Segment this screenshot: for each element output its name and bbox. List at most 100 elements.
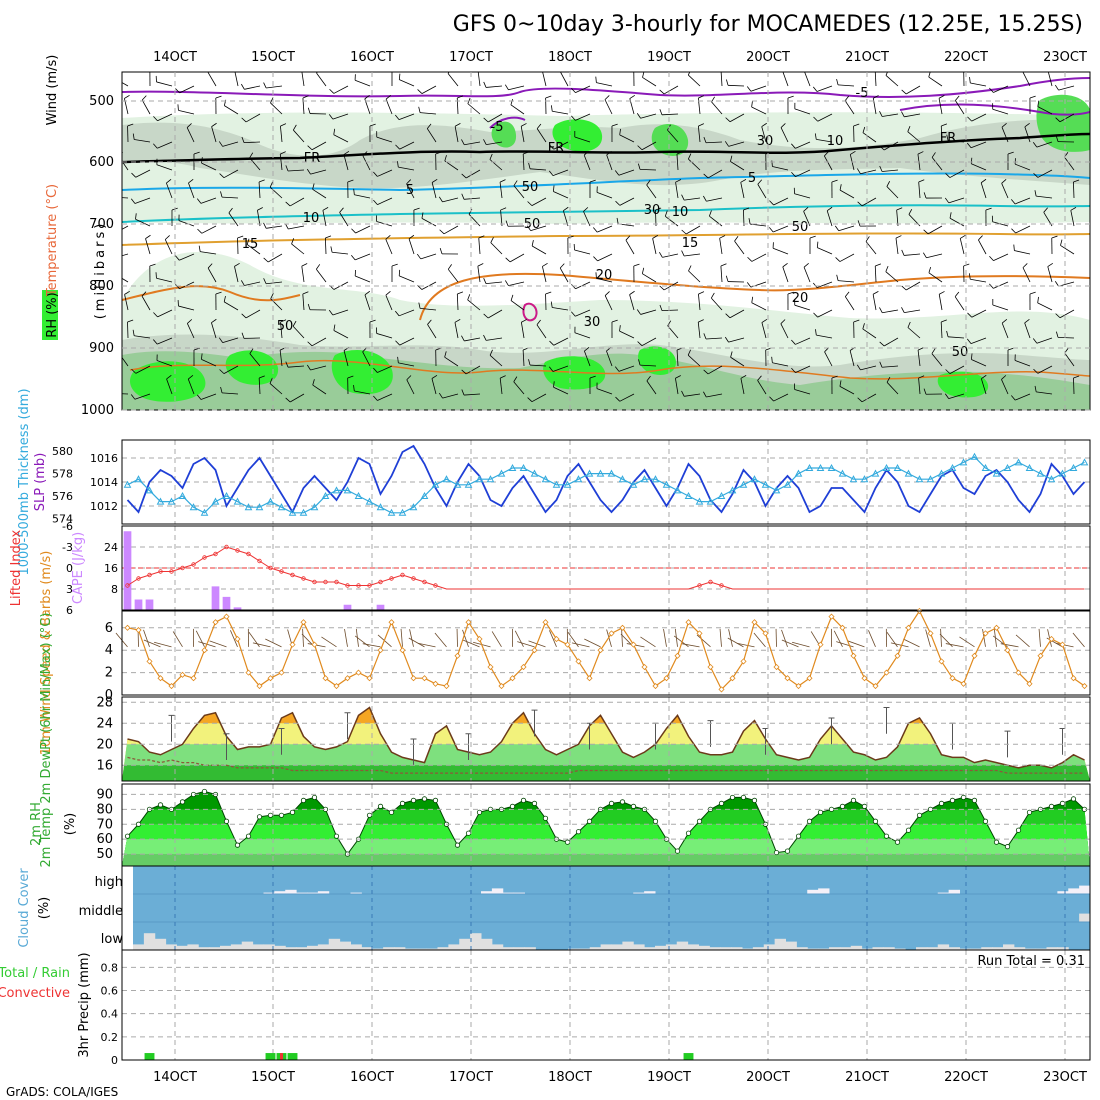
wind-barb: [782, 266, 789, 283]
wind-barb-flag: [513, 180, 518, 186]
wind-barb: [135, 365, 151, 374]
wind-barb: [675, 378, 679, 395]
cloud-bar: [926, 947, 939, 950]
wind-barb: [406, 183, 415, 199]
wind-barb-flag: [751, 296, 754, 303]
wind-barb: [804, 72, 811, 87]
wind-barb: [993, 85, 1009, 93]
wind-speed-point: [938, 658, 945, 665]
wind-speed-point: [124, 624, 131, 631]
wind-barb-flag: [395, 144, 400, 150]
cloud-bar: [383, 947, 395, 950]
thickness-point: [783, 480, 792, 488]
thickness-point: [959, 458, 968, 466]
wind-barb: [486, 281, 503, 285]
rh-point: [784, 848, 791, 854]
wind-barb-flag: [939, 291, 945, 295]
rh-point: [751, 797, 758, 804]
wind-barb-flag: [526, 225, 532, 231]
cloud-bar: [350, 892, 362, 894]
wind-barb: [1001, 183, 1009, 199]
thickness-y-tick: 580: [52, 445, 73, 458]
cloud-bar: [165, 944, 177, 950]
bottom-date-axis: 14OCT 15OCT 16OCT 17OCT 18OCT 19OCT 20OCT 21OCT…: [153, 1070, 1087, 1085]
cloud-bar: [296, 892, 308, 894]
surface-wind-barb: [209, 640, 227, 648]
wind-barb-flag: [595, 76, 597, 83]
wind-barb-flag: [258, 179, 265, 183]
surface-wind-barb: [462, 629, 469, 647]
wind-barb-flag: [362, 151, 368, 156]
wind-barb: [339, 212, 349, 227]
wind-barb: [926, 253, 943, 259]
wind-barb-flag: [675, 375, 681, 379]
wind-barb-flag: [280, 123, 287, 127]
wind-barb-flag: [201, 157, 203, 164]
cloud-bar: [198, 947, 210, 950]
wind-barb-flag: [879, 307, 883, 313]
surface-wind-barb: [143, 629, 150, 647]
wind-barb: [862, 328, 877, 339]
rh-point: [124, 833, 131, 839]
wind-barb-flag: [500, 375, 506, 379]
wind-barb-flag: [862, 323, 865, 330]
wind-barb: [596, 388, 613, 395]
wind-speed-point: [278, 669, 285, 676]
precip-total-label: Total / Rain: [0, 966, 70, 981]
wind-barb-flag: [646, 375, 651, 382]
wind-speed-point: [553, 635, 560, 643]
contour-label: 50: [952, 345, 969, 360]
wind-barb: [465, 169, 481, 179]
wind-barb: [399, 337, 415, 346]
wind-barb-flag: [896, 207, 903, 211]
contour-label: 10: [303, 211, 320, 226]
wind-barb: [464, 337, 481, 342]
wind-barb-flag: [980, 178, 987, 184]
wind-barb-flag: [1001, 123, 1007, 128]
wind-barb-flag: [431, 178, 438, 183]
wind-barb-flag: [748, 218, 751, 225]
surface-wind-barb: [781, 639, 799, 648]
thickness-point: [937, 469, 946, 477]
temp-axis-label: 2m Temp 2m DewPt (6hr Min/Max) (°C): [39, 613, 54, 868]
wind-barb: [604, 295, 613, 311]
wind-barb-flag: [687, 153, 692, 160]
bottom-date-tick: 23OCT: [1043, 1070, 1087, 1085]
wind-barb: [280, 126, 283, 143]
wind-barb-flag: [483, 278, 487, 284]
wind-barb-flag: [813, 116, 819, 122]
wind-barb-flag: [960, 234, 966, 239]
wind-barb-flag: [560, 72, 561, 73]
rh-point: [300, 797, 307, 804]
wind-barb: [970, 278, 987, 283]
wind-barb-flag: [353, 188, 355, 195]
wind-barb-flag: [207, 263, 213, 269]
surface-wind-barb: [719, 628, 722, 647]
wind-barb: [772, 362, 789, 367]
wind-barb: [444, 356, 459, 367]
wind-barb: [487, 309, 503, 319]
rh-point: [960, 794, 967, 801]
rh-point: [542, 815, 549, 821]
wind-barb: [584, 350, 591, 367]
lifted-index-point: [708, 579, 713, 585]
wind-barb: [688, 270, 701, 283]
wind-barb-flag: [302, 68, 307, 71]
wind-barb-flag: [398, 73, 401, 80]
precip-total-bar: [265, 1053, 276, 1060]
thickness-point: [805, 463, 814, 471]
wind-barb-flag: [132, 329, 135, 336]
wind-barb: [993, 253, 1009, 262]
cloud-bar: [415, 948, 428, 950]
cloud-bar: [426, 948, 438, 950]
cloud-bar: [328, 938, 341, 950]
thickness-point: [981, 463, 990, 471]
wind-barb: [559, 267, 569, 283]
wind-barb: [803, 266, 811, 283]
wind-speed-point: [487, 663, 494, 671]
wind-barb: [157, 309, 173, 318]
wind-barb-flag: [263, 82, 267, 89]
wind-barb: [948, 140, 965, 143]
thickness-point: [717, 491, 726, 499]
